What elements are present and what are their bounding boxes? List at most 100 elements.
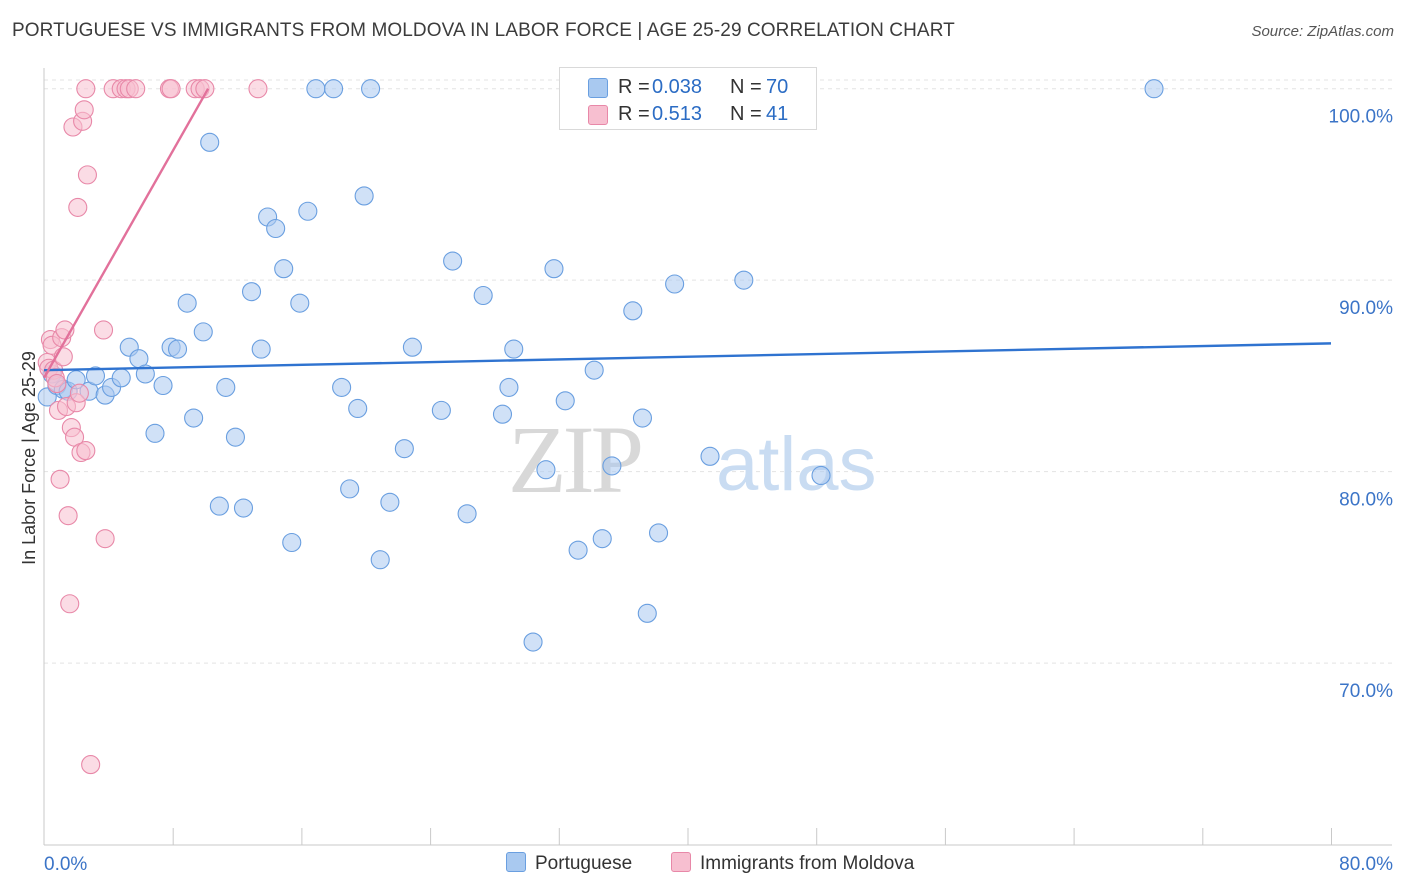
point-portuguese <box>402 337 422 357</box>
legend-n-value: 70 <box>766 76 789 98</box>
point-portuguese <box>499 377 519 397</box>
point-portuguese <box>370 550 390 570</box>
point-portuguese <box>457 504 477 524</box>
stats-legend: R = 0.038 N = 70 R = 0.513 N = 41 <box>559 67 817 130</box>
point-portuguese <box>354 186 374 206</box>
point-portuguese <box>266 218 286 239</box>
point-moldova <box>58 506 78 526</box>
trend-line-portuguese <box>43 342 1332 372</box>
point-portuguese <box>348 398 368 419</box>
point-moldova <box>74 100 94 120</box>
point-portuguese <box>209 496 229 516</box>
trend-lines <box>42 88 1332 379</box>
point-portuguese <box>332 377 352 397</box>
legend-r-value: 0.513 <box>652 103 703 125</box>
point-moldova <box>126 79 146 99</box>
point-portuguese <box>184 408 204 428</box>
point-portuguese <box>145 423 165 443</box>
point-moldova <box>69 383 89 403</box>
point-portuguese <box>431 400 451 420</box>
point-portuguese <box>193 322 213 342</box>
y-axis-label: In Labor Force | Age 25-29 <box>19 351 39 565</box>
axes <box>43 68 1392 846</box>
point-portuguese <box>380 492 400 512</box>
bottom-legend-moldova: Immigrants from Moldova <box>671 852 914 875</box>
y-tick-label: 80.0% <box>1339 490 1393 511</box>
watermark-atlas: atlas <box>716 422 877 507</box>
point-portuguese <box>584 360 604 380</box>
point-portuguese <box>1144 79 1164 99</box>
data-points <box>37 79 1164 775</box>
legend-r-label: R = <box>618 103 650 125</box>
point-portuguese <box>111 368 131 388</box>
point-portuguese <box>504 339 524 359</box>
bottom-legend-portuguese: Portuguese <box>506 852 632 875</box>
point-portuguese <box>306 79 326 99</box>
point-portuguese <box>135 364 155 384</box>
point-moldova <box>60 594 80 614</box>
point-moldova <box>76 441 96 461</box>
point-moldova <box>77 165 97 185</box>
point-portuguese <box>225 427 245 447</box>
bottom-legend-label-moldova: Immigrants from Moldova <box>700 853 915 874</box>
point-moldova <box>81 755 101 775</box>
point-portuguese <box>648 523 669 543</box>
point-portuguese <box>443 251 463 271</box>
bottom-legend-label-portuguese: Portuguese <box>535 853 633 874</box>
point-portuguese <box>340 479 360 499</box>
point-moldova <box>195 79 215 99</box>
point-portuguese <box>241 282 262 302</box>
point-portuguese <box>568 540 588 560</box>
y-tick-label: 70.0% <box>1339 681 1393 702</box>
point-portuguese <box>592 529 612 549</box>
point-portuguese <box>637 603 657 623</box>
point-portuguese <box>200 132 220 152</box>
point-portuguese <box>274 259 294 279</box>
point-portuguese <box>85 366 106 386</box>
point-portuguese <box>492 404 513 424</box>
point-portuguese <box>623 301 643 321</box>
bottom-legend-swatch-portuguese <box>506 852 526 872</box>
watermark-zip: ZIP <box>508 406 641 513</box>
legend-n-value: 41 <box>766 103 789 125</box>
point-moldova <box>248 79 268 99</box>
legend-swatch-portuguese <box>588 78 608 98</box>
point-moldova <box>68 197 88 217</box>
point-portuguese <box>473 285 493 306</box>
point-moldova <box>93 320 114 340</box>
watermark: ZIP atlas <box>508 406 877 513</box>
point-portuguese <box>251 339 271 359</box>
legend-row-moldova: R = 0.513 N = 41 <box>560 100 818 128</box>
point-moldova <box>161 79 181 99</box>
point-portuguese <box>700 446 720 466</box>
point-portuguese <box>734 270 754 290</box>
point-portuguese <box>632 408 653 428</box>
point-portuguese <box>361 79 381 99</box>
legend-n-label: N = <box>730 103 762 125</box>
y-tick-label: 100.0% <box>1329 107 1394 128</box>
point-portuguese <box>536 460 556 480</box>
point-moldova <box>47 374 67 394</box>
legend-r-value: 0.038 <box>652 76 703 98</box>
y-tick-label: 90.0% <box>1339 298 1393 319</box>
point-portuguese <box>177 293 197 313</box>
tick-labels: 70.0% 80.0% 90.0% 100.0% 0.0% 80.0% <box>44 107 1393 875</box>
x-tick-label-max: 80.0% <box>1339 854 1393 875</box>
x-tick-label-min: 0.0% <box>44 854 87 875</box>
point-portuguese <box>153 375 173 396</box>
point-portuguese <box>233 498 254 518</box>
point-portuguese <box>298 201 318 221</box>
point-portuguese <box>602 456 622 476</box>
point-portuguese <box>324 79 344 99</box>
point-portuguese <box>290 293 310 313</box>
legend-swatch-moldova <box>588 105 608 125</box>
point-portuguese <box>282 532 302 553</box>
point-portuguese <box>216 377 236 397</box>
legend-r-label: R = <box>618 76 650 98</box>
legend-n-label: N = <box>730 76 762 98</box>
point-portuguese <box>394 439 414 459</box>
gridlines <box>44 79 1392 664</box>
point-portuguese <box>523 632 543 652</box>
source-credit: Source: ZipAtlas.com <box>1251 23 1394 40</box>
